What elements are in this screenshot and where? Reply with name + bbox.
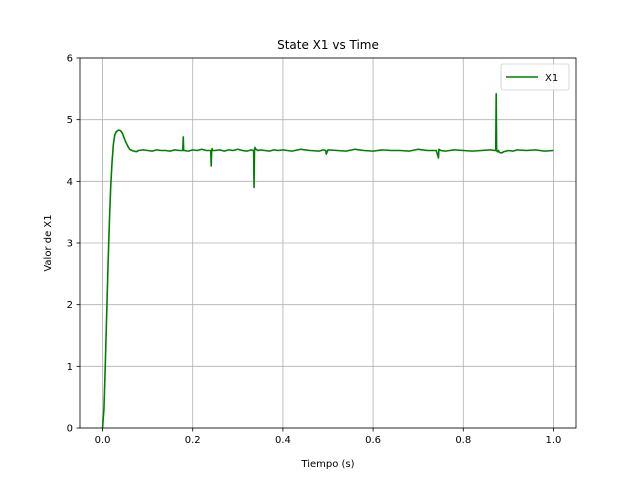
chart-title: State X1 vs Time (277, 38, 379, 52)
y-tick-label: 0 (67, 424, 73, 435)
series-layer (101, 92, 554, 429)
grid (80, 57, 576, 429)
y-tick-label: 3 (67, 239, 73, 250)
y-tick-label: 6 (67, 54, 73, 65)
y-tick-label: 1 (67, 362, 73, 373)
x-tick-label: 0.0 (95, 435, 111, 446)
x-tick-label: 0.2 (185, 435, 201, 446)
y-tick-label: 5 (67, 115, 73, 126)
y-axis-label: Valor de X1 (43, 214, 54, 271)
x-tick-label: 0.6 (365, 435, 381, 446)
x-tick-label: 0.8 (455, 435, 471, 446)
y-tick-label: 4 (67, 177, 73, 188)
x-axis-label: Tiempo (s) (300, 459, 354, 470)
series-line-x1 (101, 92, 554, 429)
x-tick-label: 0.4 (275, 435, 291, 446)
x-tick-label: 1.0 (546, 435, 562, 446)
ticks: 0.0 0.2 0.4 0.6 0.8 1.0 0 1 2 3 4 5 6 (67, 54, 562, 447)
legend-label-x1: X1 (545, 73, 558, 84)
y-tick-label: 2 (67, 300, 73, 311)
legend: X1 (500, 63, 570, 91)
